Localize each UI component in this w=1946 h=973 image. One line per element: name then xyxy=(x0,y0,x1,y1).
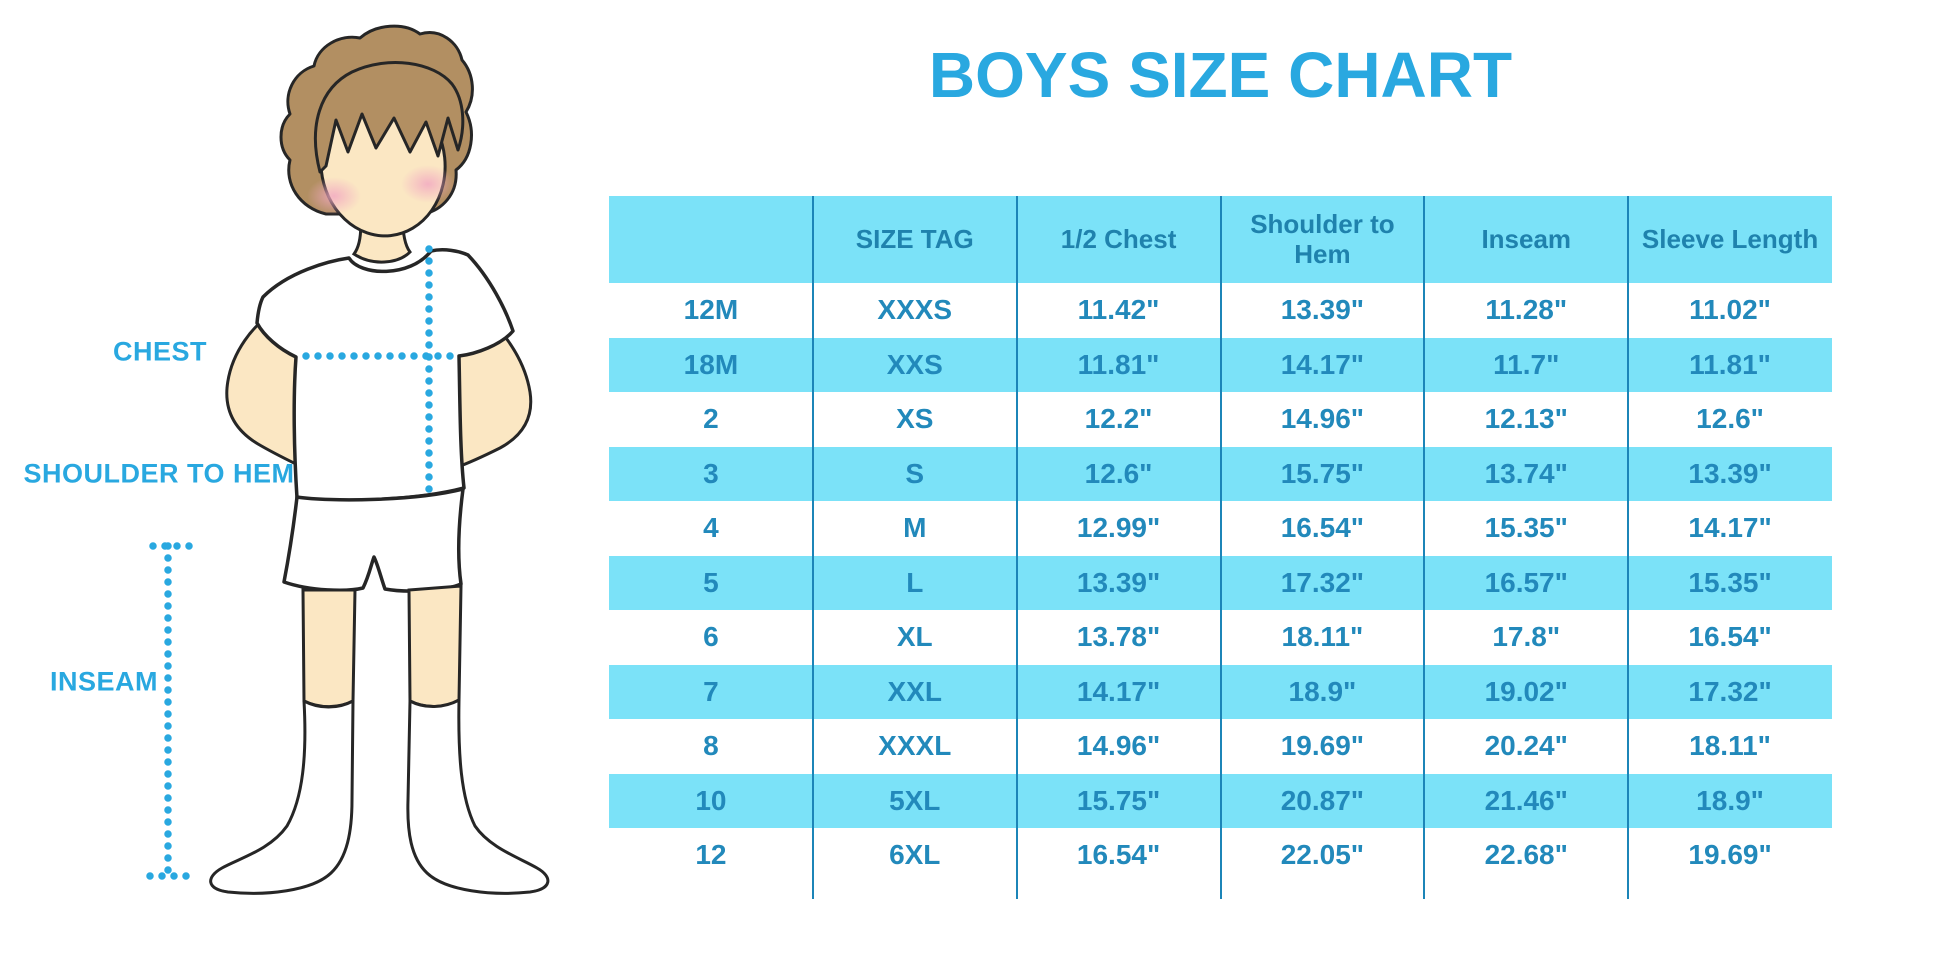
table-cell: 16.54" xyxy=(1076,839,1161,871)
table-cell: 18.11" xyxy=(1689,730,1771,762)
table-cell: XXL xyxy=(887,675,942,707)
table-cell: 17.32" xyxy=(1280,566,1365,598)
header-cell xyxy=(609,196,813,283)
table-cell: 6 xyxy=(703,621,719,653)
left-sock xyxy=(209,699,355,895)
table-cell: 17.8" xyxy=(1492,621,1561,653)
column-divider xyxy=(1219,196,1222,899)
table-row: 4 M 12.99" 16.54" 15.35" 14.17" xyxy=(609,501,1832,556)
table-cell: 14.17" xyxy=(1688,512,1772,544)
column-divider xyxy=(1423,196,1426,899)
header-cell: Sleeve Length xyxy=(1641,223,1819,254)
table-cell: 18M xyxy=(683,348,739,380)
right-sock xyxy=(406,698,550,895)
table-cell: 18.9" xyxy=(1288,675,1357,707)
table-cell: 2 xyxy=(703,403,719,435)
table-cell: 20.24" xyxy=(1484,730,1568,762)
left-cheek xyxy=(307,177,361,215)
inseam-label: INSEAM xyxy=(49,666,159,697)
column-divider xyxy=(1015,196,1018,899)
table-cell: 15.75" xyxy=(1076,784,1161,816)
table-cell: 11.81" xyxy=(1077,348,1160,380)
table-row: 2 XS 12.2" 14.96" 12.13" 12.6" xyxy=(609,392,1832,447)
table-cell: 12 xyxy=(695,839,727,871)
table-cell: 15.35" xyxy=(1688,566,1772,598)
table-cell: 5XL xyxy=(889,784,941,816)
shorts xyxy=(282,487,465,593)
table-cell: 14.17" xyxy=(1280,348,1365,380)
header-cell: Shoulder to Hem xyxy=(1250,208,1395,269)
table-cell: 13.74" xyxy=(1484,457,1568,489)
table-cell: 16.54" xyxy=(1688,621,1772,653)
table-cell: 19.69" xyxy=(1688,839,1772,871)
table-cell: 10 xyxy=(695,784,727,816)
table-cell: 5 xyxy=(703,566,719,598)
table-cell: 12.13" xyxy=(1484,403,1568,435)
table-cell: L xyxy=(906,566,924,598)
table-cell: 14.17" xyxy=(1076,675,1161,707)
table-cell: XS xyxy=(896,403,934,435)
page-title: BOYS SIZE CHART xyxy=(928,39,1513,111)
table-cell: 4 xyxy=(703,512,719,544)
table-cell: 6XL xyxy=(889,839,941,871)
table-cell: 18.9" xyxy=(1696,784,1764,816)
table-row: 8 XXXL 14.96" 19.69" 20.24" 18.11" xyxy=(609,719,1832,774)
table-cell: XL xyxy=(896,621,933,653)
table-cell: 11.7" xyxy=(1493,348,1560,380)
boy-illustration xyxy=(146,24,550,895)
column-divider xyxy=(1627,196,1630,899)
table-cell: 22.68" xyxy=(1484,839,1568,871)
hair-fringe xyxy=(313,61,465,174)
t-shirt xyxy=(255,248,515,503)
table-cell: M xyxy=(903,512,927,544)
left-leg xyxy=(301,588,357,709)
table-cell: 20.87" xyxy=(1280,784,1365,816)
table-cell: 13.39" xyxy=(1688,457,1772,489)
table-cell: 11.42" xyxy=(1077,294,1160,326)
table-cell: 14.96" xyxy=(1076,730,1161,762)
table-cell: 11.28" xyxy=(1485,294,1568,326)
table-cell: 18.11" xyxy=(1281,621,1364,653)
table-cell: 17.32" xyxy=(1688,675,1772,707)
table-cell: 8 xyxy=(703,730,719,762)
chest-label: CHEST xyxy=(112,336,208,367)
table-cell: XXS xyxy=(886,348,943,380)
table-row: 12M XXXS 11.42" 13.39" 11.28" 11.02" xyxy=(609,283,1832,338)
table-cell: 12.99" xyxy=(1076,512,1161,544)
header-cell: Inseam xyxy=(1481,223,1572,254)
table-cell: 12.6" xyxy=(1696,403,1764,435)
table-cell: 21.46" xyxy=(1484,784,1568,816)
table-cell: 13.39" xyxy=(1076,566,1161,598)
header-cell: 1/2 Chest xyxy=(1060,223,1177,254)
table-cell: 16.57" xyxy=(1484,566,1568,598)
table-row: 12 6XL 16.54" 22.05" 22.68" 19.69" xyxy=(609,828,1832,883)
table-cell: 7 xyxy=(703,675,719,707)
table-cell: 22.05" xyxy=(1280,839,1365,871)
table-cell: 13.39" xyxy=(1280,294,1365,326)
right-cheek xyxy=(401,165,455,203)
table-cell: 12M xyxy=(683,294,739,326)
table-cell: 14.96" xyxy=(1280,403,1365,435)
table-cell: 11.02" xyxy=(1689,294,1771,326)
table-cell: XXXL xyxy=(878,730,952,762)
header-cell: SIZE TAG xyxy=(855,223,974,254)
table-cell: XXXS xyxy=(877,294,953,326)
table-cell: S xyxy=(905,457,925,489)
table-cell: 15.75" xyxy=(1280,457,1365,489)
right-leg xyxy=(407,584,463,708)
size-table: SIZE TAG 1/2 Chest Shoulder to Hem Inseam Sl… xyxy=(609,196,1832,899)
table-cell: 12.6" xyxy=(1084,457,1153,489)
shoulder-to-hem-label: SHOULDER TO HEM xyxy=(23,458,295,489)
table-cell: 11.81" xyxy=(1689,348,1771,380)
table-cell: 3 xyxy=(703,457,719,489)
table-cell: 13.78" xyxy=(1076,621,1161,653)
table-cell: 12.2" xyxy=(1084,403,1153,435)
table-cell: 16.54" xyxy=(1280,512,1365,544)
table-cell: 19.69" xyxy=(1280,730,1365,762)
table-cell: 15.35" xyxy=(1484,512,1568,544)
table-row: 6 XL 13.78" 18.11" 17.8" 16.54" xyxy=(609,610,1832,665)
table-cell: 19.02" xyxy=(1484,675,1568,707)
column-divider xyxy=(811,196,814,899)
